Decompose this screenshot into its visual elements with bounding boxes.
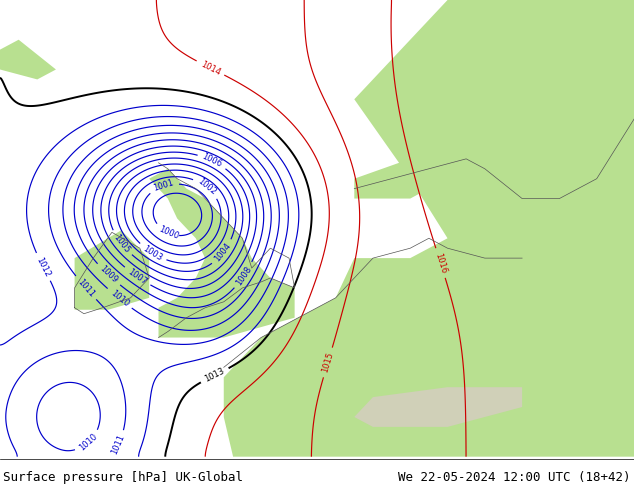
Text: 1008: 1008 [235,264,254,287]
Polygon shape [354,0,634,198]
Text: 1006: 1006 [201,152,224,170]
Text: 1016: 1016 [433,251,448,274]
Text: 1010: 1010 [108,289,131,309]
Text: Surface pressure [hPa] UK-Global: Surface pressure [hPa] UK-Global [3,471,243,484]
Text: 1014: 1014 [199,59,222,77]
Text: 1013: 1013 [204,367,226,384]
Polygon shape [224,0,634,457]
Text: 1004: 1004 [213,242,233,264]
Text: 1009: 1009 [98,264,119,285]
Text: 1010: 1010 [77,432,100,453]
Polygon shape [149,169,295,338]
Text: 1005: 1005 [112,232,131,254]
Text: We 22-05-2024 12:00 UTC (18+42): We 22-05-2024 12:00 UTC (18+42) [398,471,631,484]
Text: 1003: 1003 [141,244,164,262]
Text: 1001: 1001 [152,178,175,193]
Polygon shape [75,230,149,310]
Polygon shape [354,387,522,427]
Text: 1002: 1002 [196,177,217,197]
Text: 1015: 1015 [321,351,335,374]
Text: 1011: 1011 [75,277,96,299]
Polygon shape [0,40,56,79]
Text: 1012: 1012 [34,255,52,278]
Text: 1000: 1000 [158,225,181,242]
Text: 1007: 1007 [126,267,148,286]
Text: 1011: 1011 [110,433,126,456]
